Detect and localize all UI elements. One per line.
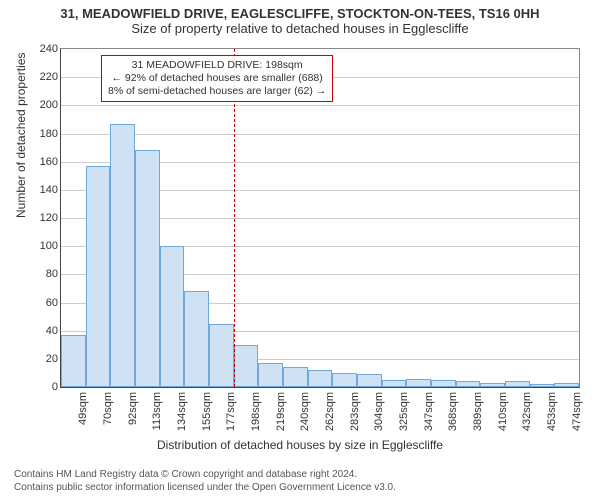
histogram-bar [308,370,333,387]
x-tick-label: 368sqm [447,392,459,431]
x-tick-label: 198sqm [250,392,262,431]
page-title: 31, MEADOWFIELD DRIVE, EAGLESCLIFFE, STO… [0,0,600,21]
x-tick-label: 347sqm [423,392,435,431]
histogram-bar [480,383,505,387]
histogram-bar [61,335,86,387]
x-tick-label: 410sqm [497,392,509,431]
y-tick-label: 100 [18,240,58,252]
x-tick-label: 155sqm [201,392,213,431]
histogram-bar [283,367,308,387]
histogram-bar [357,374,382,387]
gridline [61,105,579,106]
x-tick-label: 134sqm [176,392,188,431]
y-tick-label: 160 [18,156,58,168]
histogram-bar [160,246,185,387]
x-tick-label: 49sqm [77,392,89,425]
x-tick-label: 113sqm [151,392,163,430]
y-tick-label: 60 [18,297,58,309]
histogram-bar [135,150,160,387]
callout-line3: 8% of semi-detached houses are larger (6… [108,85,326,98]
chart-container: 31, MEADOWFIELD DRIVE, EAGLESCLIFFE, STO… [0,0,600,500]
y-tick-label: 0 [18,381,58,393]
page-subtitle: Size of property relative to detached ho… [0,21,600,38]
histogram-bar [431,380,456,387]
y-tick-label: 200 [18,99,58,111]
x-tick-label: 283sqm [349,392,361,431]
y-tick-label: 220 [18,71,58,83]
y-tick-label: 240 [18,43,58,55]
x-tick-label: 262sqm [324,392,336,431]
histogram-bar [456,381,481,387]
y-tick-label: 80 [18,268,58,280]
callout-box: 31 MEADOWFIELD DRIVE: 198sqm ← 92% of de… [101,55,333,102]
x-tick-label: 70sqm [102,392,114,425]
x-tick-label: 432sqm [521,392,533,431]
callout-line1: 31 MEADOWFIELD DRIVE: 198sqm [108,59,326,72]
x-tick-label: 304sqm [373,392,385,431]
x-tick-label: 474sqm [571,392,583,431]
x-tick-label: 92sqm [127,392,139,425]
histogram-bar [406,379,431,387]
footnote-line1: Contains HM Land Registry data © Crown c… [14,469,586,482]
gridline [61,134,579,135]
x-tick-label: 325sqm [398,392,410,431]
y-tick-label: 140 [18,184,58,196]
x-tick-label: 453sqm [546,392,558,431]
footnote: Contains HM Land Registry data © Crown c… [14,469,586,494]
histogram-bar [505,381,530,387]
y-tick-label: 180 [18,128,58,140]
histogram-bar [382,380,407,387]
x-tick-label: 240sqm [299,392,311,431]
footnote-line2: Contains public sector information licen… [14,482,586,495]
plot-area: 31 MEADOWFIELD DRIVE: 198sqm ← 92% of de… [60,48,580,388]
histogram-bar [234,345,259,387]
x-tick-label: 177sqm [225,392,237,431]
y-tick-label: 40 [18,325,58,337]
x-axis-label: Distribution of detached houses by size … [0,438,600,452]
y-tick-label: 20 [18,353,58,365]
y-tick-label: 120 [18,212,58,224]
histogram-bar [332,373,357,387]
histogram-bar [110,124,135,387]
histogram-bar [184,291,209,387]
histogram-bar [86,166,111,387]
x-tick-label: 389sqm [472,392,484,431]
histogram-bar [554,383,579,387]
histogram-bar [258,363,283,387]
x-tick-label: 219sqm [275,392,287,431]
histogram-bar [530,384,555,387]
histogram-bar [209,324,234,387]
callout-line2: ← 92% of detached houses are smaller (68… [108,72,326,85]
